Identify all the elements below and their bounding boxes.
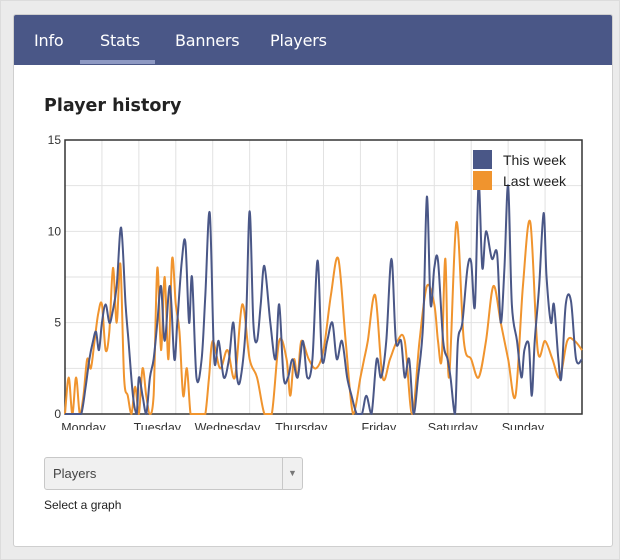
tab-players[interactable]: Players <box>270 31 327 50</box>
y-tick-label: 10 <box>48 224 62 238</box>
x-tick-label: Saturday <box>428 421 479 430</box>
series-line-this-week <box>65 182 583 415</box>
x-tick-label: Wednesday <box>195 421 262 430</box>
x-tick-label: Friday <box>362 421 397 430</box>
tab-info[interactable]: Info <box>34 31 64 50</box>
y-tick-label: 15 <box>48 133 62 147</box>
tab-bar: Info Stats Banners Players <box>14 15 612 65</box>
y-tick-label: 5 <box>54 316 61 330</box>
active-tab-indicator <box>80 60 155 64</box>
plot-frame <box>64 139 583 415</box>
tab-banners[interactable]: Banners <box>175 31 240 50</box>
x-tick-label: Sunday <box>502 421 545 430</box>
legend-label: Last week <box>503 173 567 189</box>
x-tick-label: Thursday <box>275 421 328 430</box>
section-title: Player history <box>44 96 182 116</box>
legend-label: This week <box>503 152 567 168</box>
graph-select[interactable]: Players ▼ <box>44 457 303 490</box>
player-history-chart: 0 5 10 15 Monday Tuesday Wednesday Thursday Frid… <box>48 133 583 430</box>
series-line-last-week <box>64 219 583 415</box>
graph-select-hint: Select a graph <box>44 498 122 512</box>
server-panel: Info Stats Banners Players Player histor… <box>13 14 613 547</box>
legend-swatch <box>473 171 492 190</box>
y-tick-label: 0 <box>54 407 61 421</box>
x-tick-label: Monday <box>61 421 106 430</box>
chevron-down-icon[interactable]: ▼ <box>282 458 302 489</box>
graph-select-value: Players <box>53 466 97 481</box>
legend-swatch <box>473 150 492 169</box>
x-tick-label: Tuesday <box>134 421 182 430</box>
tab-stats[interactable]: Stats <box>100 31 140 50</box>
